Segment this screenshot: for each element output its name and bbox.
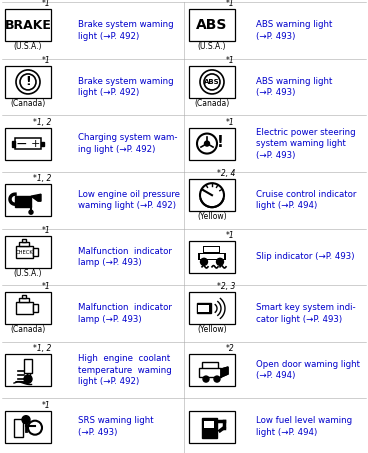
Bar	[189, 128, 235, 159]
Text: (Canada): (Canada)	[10, 99, 46, 108]
Bar	[203, 246, 220, 253]
Text: *1, 2: *1, 2	[33, 344, 51, 353]
Bar	[199, 368, 221, 377]
Text: *2: *2	[226, 344, 235, 353]
Text: (U.S.A.): (U.S.A.)	[198, 42, 226, 51]
Text: Malfunction  indicator
lamp (→P. 493): Malfunction indicator lamp (→P. 493)	[78, 303, 172, 323]
Bar	[200, 254, 224, 259]
Bar	[198, 253, 226, 260]
Text: Slip indicator (→P. 493): Slip indicator (→P. 493)	[256, 252, 354, 261]
Circle shape	[216, 258, 223, 265]
Bar	[33, 248, 38, 256]
Bar	[202, 362, 218, 369]
Bar	[24, 359, 32, 373]
Text: *2, 3: *2, 3	[217, 282, 235, 291]
Bar	[5, 184, 51, 216]
Bar	[33, 304, 38, 313]
Text: *1: *1	[226, 0, 235, 8]
Text: Open door waming light
(→P. 494): Open door waming light (→P. 494)	[256, 360, 360, 380]
Text: (Yellow): (Yellow)	[197, 212, 227, 221]
Bar	[5, 66, 51, 98]
Text: !: !	[216, 135, 223, 150]
Text: *1: *1	[226, 56, 235, 65]
Bar	[189, 179, 235, 211]
Text: *2, 4: *2, 4	[217, 169, 235, 178]
Bar	[189, 293, 235, 324]
Circle shape	[29, 210, 33, 214]
Bar	[189, 354, 235, 386]
Text: ABS warning light
(→P. 493): ABS warning light (→P. 493)	[256, 77, 332, 97]
Bar	[15, 196, 31, 207]
Text: !: !	[25, 75, 31, 88]
Text: Malfunction  indicator
lamp (→P. 493): Malfunction indicator lamp (→P. 493)	[78, 246, 172, 267]
Text: SRS waming light
(→P. 493): SRS waming light (→P. 493)	[78, 416, 153, 437]
Text: ABS: ABS	[204, 79, 220, 85]
Text: *1: *1	[226, 231, 235, 240]
Circle shape	[203, 376, 209, 382]
Bar	[5, 354, 51, 386]
Text: Brake system waming
light (→P. 492): Brake system waming light (→P. 492)	[78, 20, 174, 40]
Text: *1, 2: *1, 2	[33, 174, 51, 183]
Text: Low fuel level waming
light (→P. 494): Low fuel level waming light (→P. 494)	[256, 416, 352, 437]
Bar	[5, 128, 51, 159]
Bar	[5, 411, 51, 443]
Bar	[22, 239, 26, 242]
Text: (Yellow): (Yellow)	[197, 325, 227, 334]
Bar	[5, 236, 51, 268]
Text: Low engine oil pressure
waming light (→P. 492): Low engine oil pressure waming light (→P…	[78, 190, 180, 210]
Polygon shape	[221, 367, 228, 377]
Circle shape	[201, 258, 208, 265]
Bar	[15, 138, 41, 149]
Bar	[12, 140, 15, 147]
Bar	[22, 295, 26, 299]
Bar	[5, 293, 51, 324]
Text: (Canada): (Canada)	[194, 99, 230, 108]
Text: *1: *1	[42, 226, 51, 235]
Text: (U.S.A.): (U.S.A.)	[14, 269, 42, 278]
Bar	[16, 246, 33, 258]
Text: *1: *1	[226, 118, 235, 126]
Text: BRAKE: BRAKE	[4, 19, 52, 32]
Bar	[189, 66, 235, 98]
Text: ABS: ABS	[196, 18, 228, 32]
Bar	[26, 362, 29, 378]
Text: Smart key system indi-
cator light (→P. 493): Smart key system indi- cator light (→P. …	[256, 303, 355, 323]
Text: Electric power steering
system waming light
(→P. 493): Electric power steering system waming li…	[256, 128, 355, 159]
Text: *1: *1	[42, 56, 51, 65]
Text: High  engine  coolant
temperature  waming
light (→P. 492): High engine coolant temperature waming l…	[78, 354, 172, 386]
Bar	[204, 247, 219, 252]
Bar	[189, 411, 235, 443]
Text: (Canada): (Canada)	[10, 325, 46, 334]
Bar	[41, 141, 43, 145]
Text: Cruise control indicator
light (→P. 494): Cruise control indicator light (→P. 494)	[256, 190, 356, 210]
Text: *1: *1	[42, 401, 51, 410]
Text: *1: *1	[42, 0, 51, 8]
Bar	[202, 418, 217, 438]
Text: CHECK: CHECK	[16, 251, 34, 255]
Circle shape	[22, 416, 30, 424]
Text: (U.S.A.): (U.S.A.)	[14, 42, 42, 51]
Text: *1: *1	[42, 282, 51, 291]
Bar	[16, 303, 33, 314]
Text: +: +	[30, 139, 40, 149]
Circle shape	[24, 375, 32, 383]
Bar	[197, 304, 211, 313]
Circle shape	[205, 141, 209, 146]
Text: Brake system waming
light (→P. 492): Brake system waming light (→P. 492)	[78, 77, 174, 97]
Bar	[189, 241, 235, 273]
Text: −: −	[15, 136, 27, 150]
Text: ABS warning light
(→P. 493): ABS warning light (→P. 493)	[256, 20, 332, 40]
Bar	[19, 242, 29, 246]
Bar	[14, 419, 23, 437]
Circle shape	[214, 376, 220, 382]
Bar	[198, 305, 209, 312]
Bar	[189, 10, 235, 41]
Polygon shape	[31, 194, 41, 201]
Bar	[204, 421, 214, 428]
Bar	[19, 299, 29, 303]
Text: *1, 2: *1, 2	[33, 118, 51, 126]
Bar	[5, 10, 51, 41]
Text: Charging system wam-
ing light (→P. 492): Charging system wam- ing light (→P. 492)	[78, 133, 177, 154]
